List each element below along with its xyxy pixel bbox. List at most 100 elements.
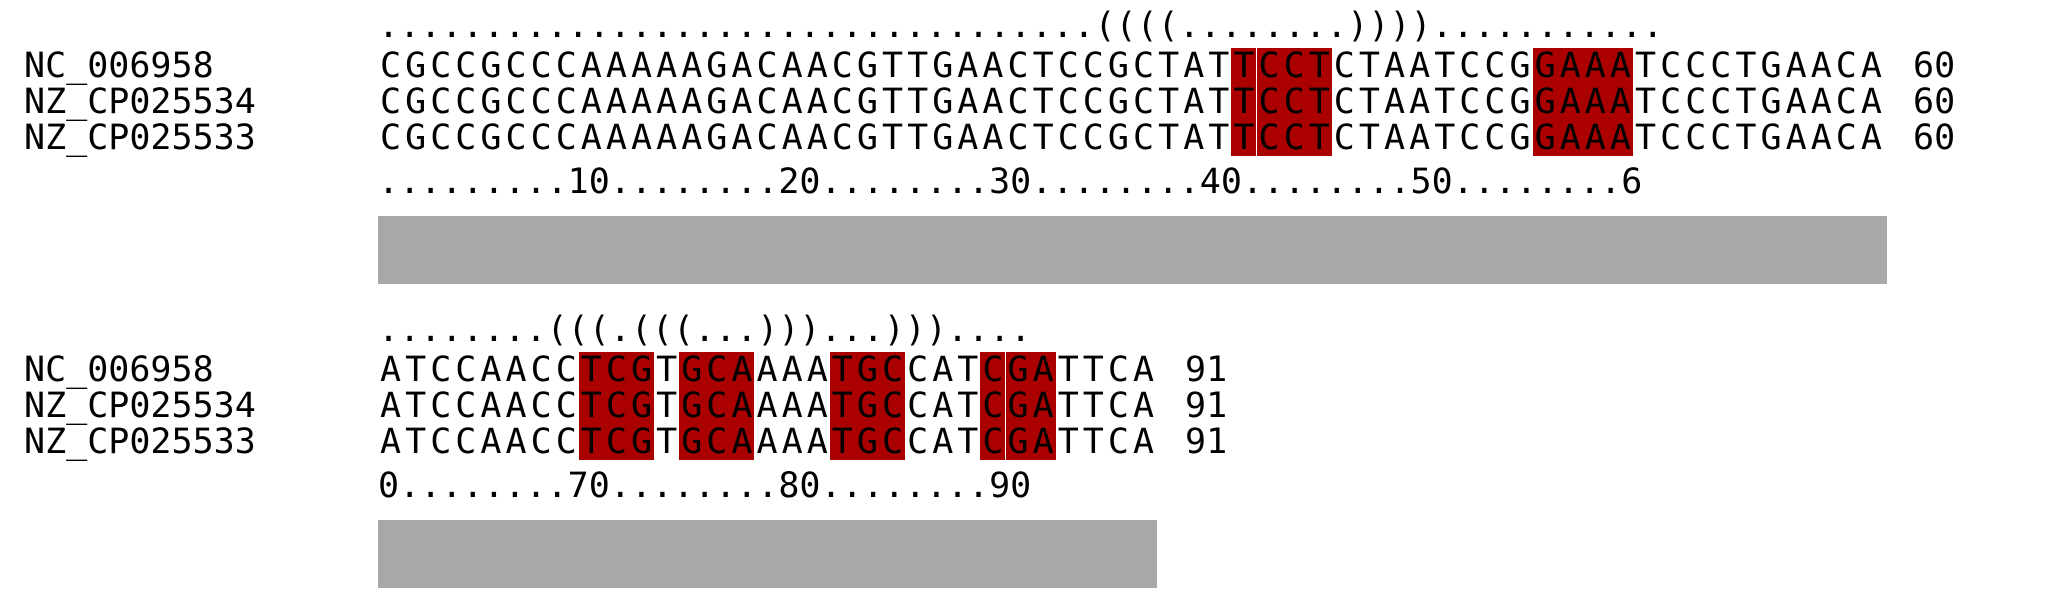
paired-residue: T: [829, 424, 855, 460]
residue: A: [1133, 422, 1155, 462]
paired-residue: T: [578, 424, 604, 460]
residue: T: [1032, 118, 1054, 158]
residue: A: [480, 422, 502, 462]
residue: G: [480, 118, 502, 158]
residue: C: [1107, 386, 1129, 426]
residue: A: [957, 118, 979, 158]
paired-residue: T: [1231, 48, 1257, 84]
sequence-name-1-1: NC_006958: [24, 46, 214, 86]
paired-residue: T: [578, 388, 604, 424]
paired-residue: A: [1607, 120, 1633, 156]
paired-residue: C: [1281, 48, 1307, 84]
residue: G: [1107, 82, 1129, 122]
residue: G: [932, 82, 954, 122]
residue: C: [555, 46, 577, 86]
residue: C: [455, 386, 477, 426]
residue: A: [1384, 118, 1406, 158]
residue: A: [982, 82, 1004, 122]
residue: A: [605, 118, 627, 158]
residue: A: [957, 82, 979, 122]
residue: A: [1409, 82, 1431, 122]
residue: C: [1685, 82, 1707, 122]
residue: A: [1384, 46, 1406, 86]
residue: T: [907, 46, 929, 86]
paired-residue: C: [704, 424, 730, 460]
sequence-end-position: 60: [1913, 118, 1956, 158]
paired-residue: T: [1231, 120, 1257, 156]
residue: C: [1082, 82, 1104, 122]
residue: C: [455, 118, 477, 158]
paired-residue: C: [704, 352, 730, 388]
residue: C: [380, 46, 402, 86]
residue: C: [1835, 118, 1857, 158]
paired-residue: G: [679, 352, 705, 388]
paired-residue: A: [729, 424, 755, 460]
paired-residue: A: [1557, 120, 1583, 156]
residue: A: [1183, 118, 1205, 158]
residue: T: [1434, 46, 1456, 86]
residue: C: [756, 118, 778, 158]
residue: T: [1208, 82, 1230, 122]
residue: A: [731, 46, 753, 86]
residue: A: [1860, 46, 1882, 86]
paired-residue: G: [854, 352, 880, 388]
residue: C: [1082, 118, 1104, 158]
paired-residue: C: [1281, 120, 1307, 156]
paired-residue: T: [1306, 48, 1332, 84]
residue: A: [957, 46, 979, 86]
sequence-end-position: 91: [1185, 386, 1228, 426]
residue: G: [1760, 82, 1782, 122]
residue: A: [1133, 386, 1155, 426]
residue: C: [430, 350, 452, 390]
sequence-end-position: 60: [1913, 46, 1956, 86]
residue: A: [781, 386, 803, 426]
residue: T: [1082, 422, 1104, 462]
residue: A: [605, 46, 627, 86]
paired-residue: G: [1532, 48, 1558, 84]
residue: A: [631, 118, 653, 158]
paired-residue: T: [829, 352, 855, 388]
paired-residue: C: [704, 388, 730, 424]
residue: C: [1133, 46, 1155, 86]
residue: T: [1082, 386, 1104, 426]
residue: C: [1107, 422, 1129, 462]
conservation-bar-2: [378, 520, 1157, 588]
residue: A: [631, 46, 653, 86]
residue: A: [806, 422, 828, 462]
residue: C: [555, 386, 577, 426]
residue: C: [1057, 46, 1079, 86]
paired-residue: C: [880, 352, 906, 388]
residue: A: [1409, 118, 1431, 158]
residue: C: [1660, 46, 1682, 86]
residue: C: [530, 82, 552, 122]
residue: T: [882, 82, 904, 122]
residue: C: [1082, 46, 1104, 86]
residue: C: [1459, 46, 1481, 86]
residue: T: [405, 422, 427, 462]
residue: T: [1358, 82, 1380, 122]
residue: A: [1810, 46, 1832, 86]
residue: C: [455, 46, 477, 86]
residue: C: [1484, 46, 1506, 86]
residue: A: [1785, 46, 1807, 86]
residue: C: [530, 422, 552, 462]
residue: A: [1384, 82, 1406, 122]
residue: A: [1183, 82, 1205, 122]
residue: A: [982, 118, 1004, 158]
residue: C: [1333, 46, 1355, 86]
residue: C: [1710, 46, 1732, 86]
structure-line-2: ........(((.(((...)))...)))....: [378, 310, 1032, 350]
residue: A: [781, 118, 803, 158]
residue: C: [831, 118, 853, 158]
position-ruler-1: .........10........20........30........4…: [378, 162, 1643, 202]
residue: A: [1133, 350, 1155, 390]
paired-residue: G: [629, 388, 655, 424]
residue: A: [756, 386, 778, 426]
residue: T: [1082, 350, 1104, 390]
paired-residue: C: [603, 352, 629, 388]
